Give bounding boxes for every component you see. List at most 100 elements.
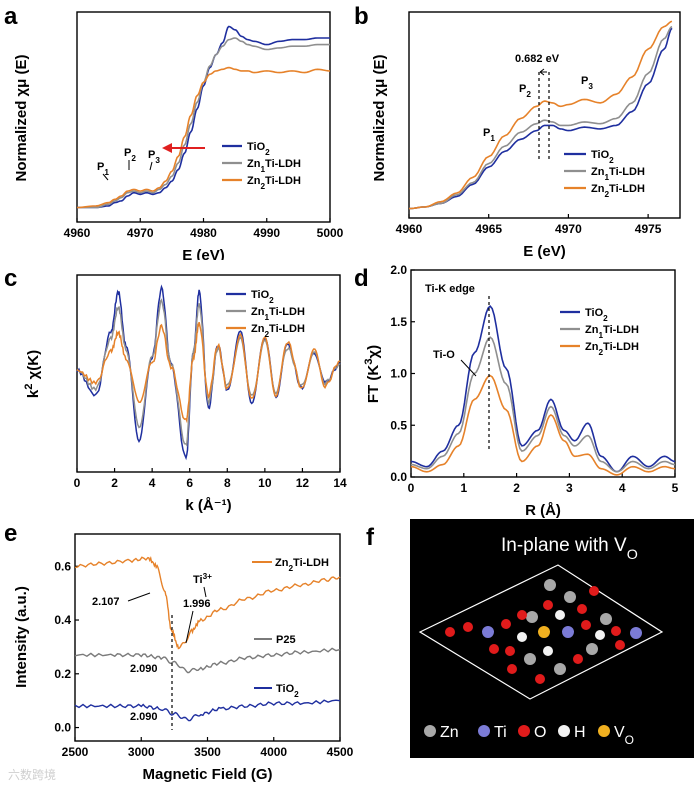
legend-atom-VO xyxy=(598,725,610,737)
atom xyxy=(589,586,599,596)
legend-entry-Zn1Ti-LDH: Zn1Ti-LDH xyxy=(247,158,301,174)
atom xyxy=(482,626,494,638)
legend-label-O: O xyxy=(534,724,546,741)
x-tick-label: 2500 xyxy=(62,745,89,759)
y-tick-label: 0.0 xyxy=(54,721,71,735)
atom xyxy=(505,646,515,656)
x-tick-label: 0 xyxy=(74,476,81,490)
atom xyxy=(538,626,550,638)
atom xyxy=(562,626,574,638)
x-tick-label: 14 xyxy=(333,476,347,490)
atom xyxy=(543,646,553,656)
y-tick-label: 0.2 xyxy=(54,667,71,681)
legend-entry-Zn2Ti-LDH: Zn2Ti-LDH xyxy=(591,183,645,199)
x-tick-label: 2 xyxy=(111,476,118,490)
y-axis-label: Normalized χμ (E) xyxy=(13,55,30,182)
chart-e-svg: e 2500 3000 3500 4000 4500 0.0 0.2 0.4 0.6 Magneti… xyxy=(4,520,354,783)
annot-arrow-P1 xyxy=(102,173,109,181)
y-tick-label: 0.0 xyxy=(390,470,407,484)
series-line-P25 xyxy=(74,647,341,674)
y-tick-label: 0.5 xyxy=(390,418,407,432)
x-tick-label: 4980 xyxy=(190,226,217,240)
atom xyxy=(564,591,576,603)
x-tick-label: 4970 xyxy=(555,222,582,236)
annot-g-2090-p25: 2.090 xyxy=(130,663,158,675)
atom xyxy=(463,622,473,632)
atom xyxy=(535,674,545,684)
series-label-zn2: Zn2Ti-LDH xyxy=(275,557,329,573)
annot-g-1996: 1.996 xyxy=(183,598,211,610)
x-tick-label: 5000 xyxy=(317,226,344,240)
annot-g-2107-pointer xyxy=(127,592,151,602)
annot-tik-edge: Ti-K edge xyxy=(425,283,475,295)
annot-P1: P1 xyxy=(483,127,495,143)
x-tick-label: 4970 xyxy=(127,226,154,240)
legend-label-VO: VO xyxy=(614,724,634,747)
x-tick-label: 4000 xyxy=(260,745,287,759)
structure-f-svg: f In-plane with VO Zn Ti O H VO xyxy=(366,519,694,758)
legend-entry-Zn2Ti-LDH: Zn2Ti-LDH xyxy=(585,341,639,357)
annot-arrow-P3 xyxy=(149,161,153,171)
legend-entry-TiO2: TiO2 xyxy=(247,141,270,157)
x-axis-label: Magnetic Field (G) xyxy=(142,766,272,783)
atom xyxy=(630,627,642,639)
annot-P3: P3 xyxy=(581,75,593,91)
x-tick-label: 5 xyxy=(672,481,679,495)
atom xyxy=(577,604,587,614)
legend-entry-Zn1Ti-LDH: Zn1Ti-LDH xyxy=(591,166,645,182)
legend-entry-Zn2Ti-LDH: Zn2Ti-LDH xyxy=(247,175,301,191)
panel-letter-f: f xyxy=(366,524,375,551)
x-axis-label: E (eV) xyxy=(523,243,566,260)
series-line-Zn2Ti-LDH xyxy=(76,66,331,209)
atom xyxy=(555,610,565,620)
annot-P1: P1 xyxy=(97,161,109,177)
x-tick-label: 4 xyxy=(149,476,156,490)
x-tick-label: 1 xyxy=(460,481,467,495)
y-tick-label: 2.0 xyxy=(390,263,407,277)
legend-label-Ti: Ti xyxy=(494,724,507,741)
legend-label-Zn: Zn xyxy=(440,724,459,741)
panel-letter-a: a xyxy=(4,3,18,30)
y-tick-label: 0.6 xyxy=(54,559,71,573)
legend-atom-Zn xyxy=(424,725,436,737)
legend-label-H: H xyxy=(574,724,586,741)
series-line-Zn2Ti-LDH xyxy=(76,322,341,424)
x-tick-label: 4990 xyxy=(253,226,280,240)
atom xyxy=(615,640,625,650)
x-tick-label: 0 xyxy=(408,481,415,495)
x-axis-label: E (eV) xyxy=(182,247,225,260)
chart-c-svg: c 0 2 4 6 8 10 12 14 k (Å⁻¹) k2 χ(K) TiO2Zn1Ti-LDHZ… xyxy=(4,265,347,514)
y-tick-label: 1.5 xyxy=(390,315,407,329)
annot-shift-arrow xyxy=(539,68,547,76)
chart-a-svg: a 4960 4970 4980 4990 5000 E (eV) Normalized χμ… xyxy=(4,3,344,264)
x-tick-label: 6 xyxy=(186,476,193,490)
chart-d-svg: d 0 1 2 3 4 5 0.0 0.5 1.0 1.5 2.0 R (Å) FT (K3χ) Ti-K … xyxy=(354,263,679,519)
legend-atom-Ti xyxy=(478,725,490,737)
x-tick-label: 8 xyxy=(224,476,231,490)
atom xyxy=(595,630,605,640)
atom xyxy=(600,613,612,625)
annot-P2: P2 xyxy=(124,147,136,163)
x-axis-label: k (Å⁻¹) xyxy=(185,497,231,514)
y-tick-label: 0.4 xyxy=(54,613,71,627)
x-tick-label: 10 xyxy=(258,476,272,490)
atom xyxy=(517,632,527,642)
legend-entry-Zn1Ti-LDH: Zn1Ti-LDH xyxy=(585,324,639,340)
y-axis-label: Normalized χμ (E) xyxy=(371,55,388,182)
panel-letter-c: c xyxy=(4,265,17,292)
plot-frame xyxy=(408,11,681,219)
series-line-TiO2 xyxy=(77,25,330,209)
atom xyxy=(524,653,536,665)
x-axis-label: R (Å) xyxy=(525,502,561,519)
atom xyxy=(611,626,621,636)
panel-letter-d: d xyxy=(354,265,369,292)
series-line-TiO2 xyxy=(408,27,673,210)
series-label-p25: P25 xyxy=(276,634,296,646)
legend-atom-O xyxy=(518,725,530,737)
series-line-TiO2 xyxy=(74,699,341,722)
series-line-Zn1Ti-LDH xyxy=(77,37,330,209)
panel-f: f In-plane with VO Zn Ti O H VO xyxy=(360,515,700,791)
panel-a: a 4960 4970 4980 4990 5000 E (eV) Normalized χμ… xyxy=(0,0,350,264)
x-tick-label: 3500 xyxy=(194,745,221,759)
annot-g-2107: 2.107 xyxy=(92,596,120,608)
